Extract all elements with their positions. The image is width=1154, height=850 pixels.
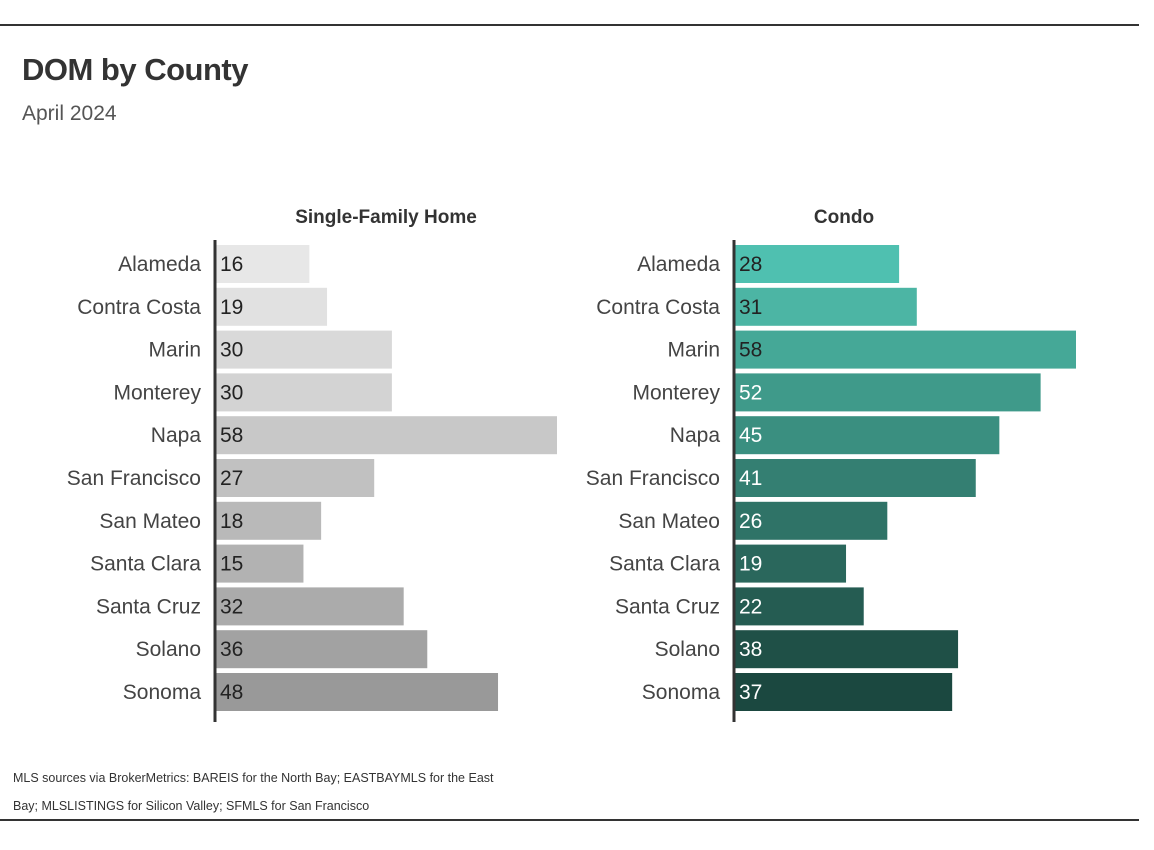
category-label: Contra Costa — [596, 296, 720, 319]
top-rule — [0, 24, 1139, 26]
category-label: Marin — [148, 339, 201, 362]
category-label: Solano — [136, 638, 201, 661]
bar — [215, 245, 310, 283]
chart-title: DOM by County — [22, 52, 249, 87]
bar — [215, 459, 375, 497]
bar — [215, 501, 322, 540]
data-label: 31 — [739, 296, 762, 319]
category-label: Sonoma — [123, 681, 202, 704]
bar — [734, 373, 1041, 412]
source-footnote: MLS sources via BrokerMetrics: BAREIS fo… — [13, 771, 494, 813]
bar — [215, 587, 404, 626]
panel-title: Condo — [814, 207, 874, 228]
panel-title: Single-Family Home — [295, 207, 477, 228]
category-label: Marin — [667, 339, 720, 362]
bar — [734, 416, 1000, 455]
data-label: 18 — [220, 510, 243, 533]
data-label: 45 — [739, 424, 762, 447]
category-label: Santa Clara — [90, 553, 201, 576]
bar — [734, 501, 888, 540]
category-label: San Mateo — [618, 510, 720, 533]
bar — [734, 673, 953, 711]
data-label: 58 — [739, 339, 762, 362]
bar — [215, 373, 392, 412]
data-label: 30 — [220, 381, 243, 404]
bar — [215, 544, 304, 583]
bar — [734, 587, 864, 626]
bottom-rule — [0, 819, 1139, 821]
category-label: Contra Costa — [77, 296, 201, 319]
category-label: Napa — [670, 424, 721, 447]
category-label: Santa Clara — [609, 553, 720, 576]
bar — [734, 544, 847, 583]
data-label: 32 — [220, 595, 243, 618]
bar — [734, 245, 900, 283]
data-label: 22 — [739, 595, 762, 618]
dom-bar-charts: Single-Family Home Alameda 16 Contra Costa 1… — [67, 207, 1076, 722]
bar — [215, 416, 557, 455]
data-label: 28 — [739, 253, 762, 276]
bar — [734, 459, 976, 497]
data-label: 58 — [220, 424, 243, 447]
data-label: 30 — [220, 339, 243, 362]
category-label: San Francisco — [586, 467, 720, 490]
bar — [215, 287, 328, 326]
data-label: 36 — [220, 638, 243, 661]
category-label: San Francisco — [67, 467, 201, 490]
category-label: Alameda — [637, 253, 720, 276]
data-label: 41 — [739, 467, 762, 490]
data-label: 26 — [739, 510, 762, 533]
bar — [215, 630, 428, 669]
category-label: Santa Cruz — [615, 595, 720, 618]
category-label: Napa — [151, 424, 202, 447]
data-label: 19 — [220, 296, 243, 319]
bar — [734, 630, 959, 669]
category-label: Alameda — [118, 253, 201, 276]
chart-subtitle: April 2024 — [22, 102, 117, 125]
category-label: San Mateo — [99, 510, 201, 533]
data-label: 15 — [220, 553, 243, 576]
data-label: 37 — [739, 681, 762, 704]
category-label: Solano — [655, 638, 720, 661]
bar — [215, 330, 392, 369]
category-label: Monterey — [632, 381, 720, 404]
data-label: 19 — [739, 553, 762, 576]
data-label: 27 — [220, 467, 243, 490]
data-label: 38 — [739, 638, 762, 661]
data-label: 48 — [220, 681, 243, 704]
category-label: Monterey — [113, 381, 201, 404]
bar — [734, 330, 1076, 369]
data-label: 16 — [220, 253, 243, 276]
category-label: Sonoma — [642, 681, 721, 704]
bar — [215, 673, 499, 711]
data-label: 52 — [739, 381, 762, 404]
category-label: Santa Cruz — [96, 595, 201, 618]
bar — [734, 287, 917, 326]
